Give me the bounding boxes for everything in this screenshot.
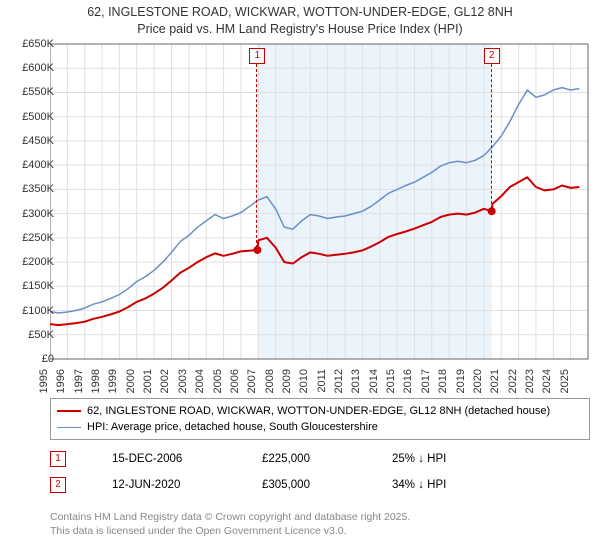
xtick-label: 2004 [194, 369, 206, 393]
xtick-label: 2013 [350, 369, 362, 393]
marker-price-1: £225,000 [262, 453, 352, 465]
xtick-label: 2016 [402, 369, 414, 393]
legend: 62, INGLESTONE ROAD, WICKWAR, WOTTON-UND… [50, 398, 590, 440]
ytick-label: £350K [6, 183, 54, 195]
legend-item-hpi: HPI: Average price, detached house, Sout… [57, 419, 583, 435]
xtick-label: 2008 [264, 369, 276, 393]
legend-label-property: 62, INGLESTONE ROAD, WICKWAR, WOTTON-UND… [87, 405, 550, 417]
attribution-line-1: Contains HM Land Registry data © Crown c… [50, 510, 410, 524]
xtick-label: 2001 [142, 369, 154, 393]
xtick-label: 2010 [298, 369, 310, 393]
legend-label-hpi: HPI: Average price, detached house, Sout… [87, 421, 378, 433]
title-line-2: Price paid vs. HM Land Registry's House … [0, 21, 600, 38]
xtick-label: 2000 [125, 369, 137, 393]
ytick-label: £550K [6, 86, 54, 98]
xtick-label: 2017 [420, 369, 432, 393]
xtick-label: 1997 [73, 369, 85, 393]
xtick-label: 2021 [489, 369, 501, 393]
xtick-label: 2025 [559, 369, 571, 393]
ytick-label: £500K [6, 111, 54, 123]
xtick-label: 2022 [507, 369, 519, 393]
plot-area [50, 42, 590, 387]
attribution: Contains HM Land Registry data © Crown c… [50, 510, 410, 538]
marker-pct-1: 25% ↓ HPI [392, 453, 446, 465]
chart-svg [50, 42, 590, 387]
xtick-label: 2019 [455, 369, 467, 393]
xtick-label: 1996 [55, 369, 67, 393]
marker-pct-2: 34% ↓ HPI [392, 479, 446, 491]
xtick-label: 2009 [281, 369, 293, 393]
xtick-label: 1998 [90, 369, 102, 393]
xtick-label: 1999 [107, 369, 119, 393]
chart-title: 62, INGLESTONE ROAD, WICKWAR, WOTTON-UND… [0, 0, 600, 38]
ytick-label: £50K [6, 329, 54, 341]
legend-swatch-hpi [57, 427, 81, 428]
xtick-label: 2007 [246, 369, 258, 393]
marker-table: 1 15-DEC-2006 £225,000 25% ↓ HPI 2 12-JU… [50, 446, 590, 498]
marker-price-2: £305,000 [262, 479, 352, 491]
ytick-label: £600K [6, 62, 54, 74]
xtick-label: 2024 [541, 369, 553, 393]
marker-badge-1: 1 [50, 451, 66, 467]
ytick-label: £0 [6, 353, 54, 365]
xtick-label: 2012 [333, 369, 345, 393]
marker-row-2: 2 12-JUN-2020 £305,000 34% ↓ HPI [50, 472, 590, 498]
xtick-label: 2014 [368, 369, 380, 393]
chart-container: 62, INGLESTONE ROAD, WICKWAR, WOTTON-UND… [0, 0, 600, 560]
xtick-label: 2006 [229, 369, 241, 393]
xtick-label: 2002 [159, 369, 171, 393]
marker-date-2: 12-JUN-2020 [112, 479, 222, 491]
ytick-label: £200K [6, 256, 54, 268]
sale-marker: 2 [484, 48, 500, 64]
title-line-1: 62, INGLESTONE ROAD, WICKWAR, WOTTON-UND… [0, 4, 600, 21]
legend-swatch-property [57, 410, 81, 412]
xtick-label: 2015 [385, 369, 397, 393]
legend-item-property: 62, INGLESTONE ROAD, WICKWAR, WOTTON-UND… [57, 403, 583, 419]
xtick-label: 2018 [437, 369, 449, 393]
attribution-line-2: This data is licensed under the Open Gov… [50, 524, 410, 538]
xtick-label: 2011 [316, 369, 328, 393]
marker-row-1: 1 15-DEC-2006 £225,000 25% ↓ HPI [50, 446, 590, 472]
ytick-label: £400K [6, 159, 54, 171]
xtick-label: 2023 [524, 369, 536, 393]
xtick-label: 2005 [212, 369, 224, 393]
xtick-label: 2020 [472, 369, 484, 393]
ytick-label: £250K [6, 232, 54, 244]
ytick-label: £150K [6, 280, 54, 292]
ytick-label: £650K [6, 38, 54, 50]
ytick-label: £100K [6, 305, 54, 317]
marker-badge-2: 2 [50, 477, 66, 493]
xtick-label: 2003 [177, 369, 189, 393]
ytick-label: £450K [6, 135, 54, 147]
sale-marker: 1 [249, 48, 265, 64]
marker-date-1: 15-DEC-2006 [112, 453, 222, 465]
ytick-label: £300K [6, 208, 54, 220]
xtick-label: 1995 [38, 369, 50, 393]
